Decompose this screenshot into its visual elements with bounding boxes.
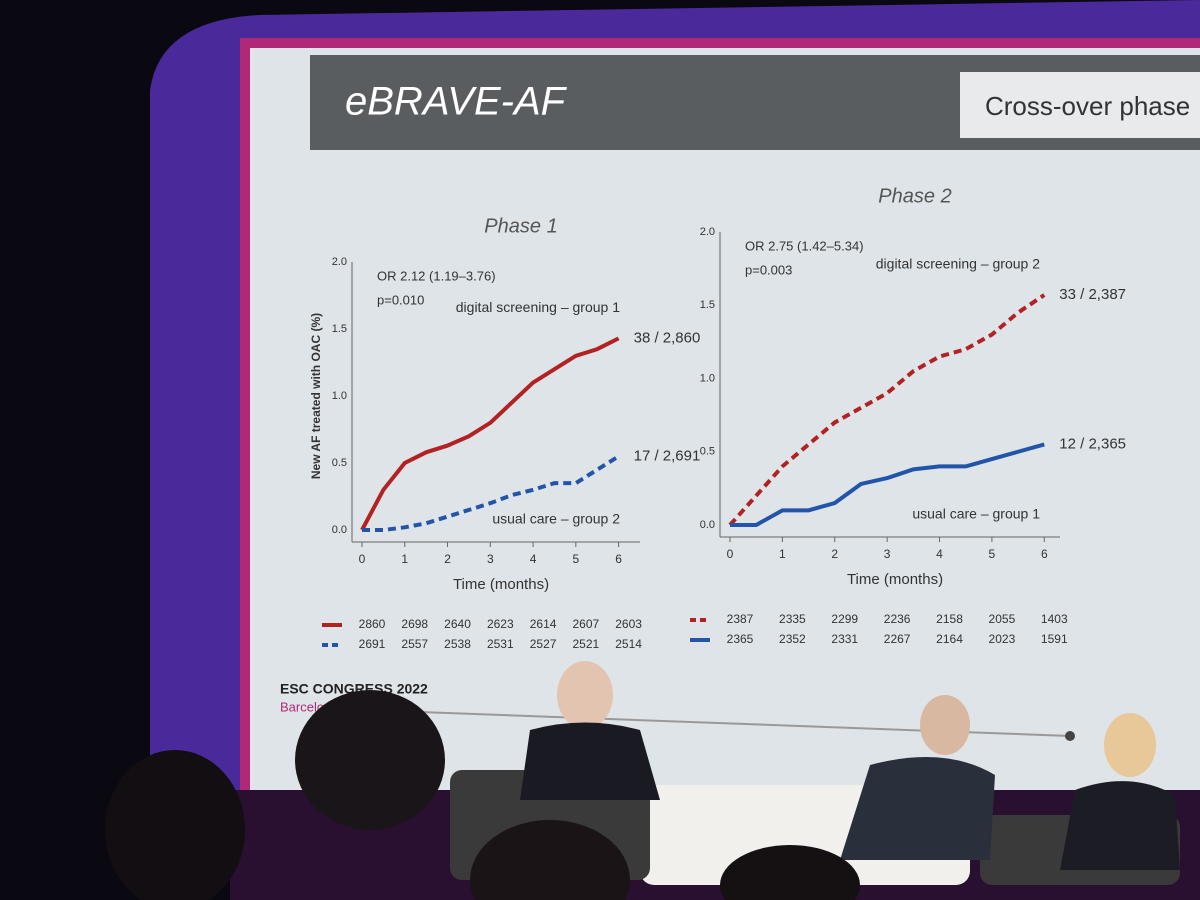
annotation: OR 2.12 (1.19–3.76) [377, 268, 496, 283]
x-tick-label: 1 [401, 552, 408, 566]
risk-number: 2514 [615, 637, 642, 651]
x-tick-label: 3 [884, 547, 891, 561]
x-tick-label: 2 [444, 552, 451, 566]
risk-number: 1591 [1041, 632, 1068, 646]
risk-number: 2267 [884, 632, 911, 646]
y-tick-label: 1.5 [700, 299, 715, 311]
series-name: digital screening – group 1 [456, 299, 620, 315]
x-axis-label: Time (months) [453, 576, 549, 593]
risk-number: 2352 [779, 632, 806, 646]
risk-number: 2335 [779, 612, 806, 626]
risk-number: 2623 [487, 617, 514, 631]
y-tick-label: 1.0 [332, 390, 347, 402]
slide-title: eBRAVE-AF [345, 80, 568, 124]
risk-number: 2299 [831, 612, 858, 626]
x-tick-label: 2 [831, 547, 838, 561]
x-tick-label: 4 [936, 547, 943, 561]
risk-number: 2158 [936, 612, 963, 626]
x-tick-label: 6 [1041, 547, 1048, 561]
risk-number: 1403 [1041, 612, 1068, 626]
y-tick-label: 2.0 [700, 226, 715, 238]
speaker-head [920, 695, 970, 755]
x-tick-label: 0 [359, 552, 366, 566]
annotation: p=0.010 [377, 292, 424, 307]
end-label: 38 / 2,860 [634, 329, 701, 346]
risk-number: 2607 [572, 617, 599, 631]
stage [105, 661, 1200, 900]
risk-number: 2603 [615, 617, 642, 631]
speaker-body [1060, 781, 1180, 870]
x-tick-label: 5 [573, 552, 580, 566]
risk-number: 2164 [936, 632, 963, 646]
series-line [730, 442, 1045, 527]
speaker-head [557, 661, 613, 729]
audience-head [470, 820, 630, 900]
speaker-body [840, 757, 995, 860]
series-name: digital screening – group 2 [876, 256, 1040, 272]
risk-number: 2055 [989, 612, 1016, 626]
risk-number: 2698 [401, 617, 428, 631]
footer-congress: ESC CONGRESS 2022 [280, 681, 428, 697]
end-label: 17 / 2,691 [634, 447, 701, 464]
risk-number: 2387 [727, 612, 754, 626]
audience-head [105, 750, 245, 900]
slide-subtitle: Cross-over phase [985, 91, 1190, 121]
x-tick-label: 5 [989, 547, 996, 561]
risk-number: 2640 [444, 617, 471, 631]
y-tick-label: 2.0 [332, 256, 347, 268]
x-tick-label: 1 [779, 547, 786, 561]
series-name: usual care – group 1 [912, 506, 1040, 522]
speaker-body [520, 722, 660, 800]
chart-title: Phase 2 [878, 185, 951, 207]
x-tick-label: 3 [487, 552, 494, 566]
risk-number: 2614 [530, 617, 557, 631]
series-name: usual care – group 2 [492, 511, 620, 527]
series-line [362, 454, 620, 532]
y-tick-label: 0.5 [332, 457, 347, 469]
x-tick-label: 6 [615, 552, 622, 566]
progress-dot [1065, 731, 1075, 741]
risk-number: 2860 [359, 617, 386, 631]
risk-number: 2538 [444, 637, 471, 651]
audience-head [720, 845, 860, 900]
series-line [360, 336, 620, 531]
y-tick-label: 0.0 [332, 524, 347, 536]
subtitle-box [960, 72, 1200, 138]
annotation: OR 2.75 (1.42–5.34) [745, 238, 864, 253]
risk-number: 2023 [989, 632, 1016, 646]
y-tick-label: 0.0 [700, 519, 715, 531]
risk-number: 2527 [530, 637, 557, 651]
risk-number: 2531 [487, 637, 514, 651]
series-line [728, 293, 1046, 527]
y-tick-label: 0.5 [700, 446, 715, 458]
speaker-head [1104, 713, 1156, 777]
y-axis-label: New AF treated with OAC (%) [309, 313, 323, 479]
slide [250, 48, 1200, 790]
annotation: p=0.003 [745, 262, 792, 277]
audience-head [295, 690, 445, 830]
y-tick-label: 1.5 [332, 323, 347, 335]
end-label: 33 / 2,387 [1059, 286, 1126, 303]
x-tick-label: 4 [530, 552, 537, 566]
risk-number: 2691 [359, 637, 386, 651]
x-axis-label: Time (months) [847, 571, 943, 588]
end-label: 12 / 2,365 [1059, 435, 1126, 452]
x-tick-label: 0 [727, 547, 734, 561]
risk-number: 2521 [572, 637, 599, 651]
risk-number: 2331 [831, 632, 858, 646]
chart-title: Phase 1 [484, 215, 557, 237]
risk-number: 2365 [727, 632, 754, 646]
risk-number: 2557 [401, 637, 428, 651]
risk-number: 2236 [884, 612, 911, 626]
y-tick-label: 1.0 [700, 372, 715, 384]
